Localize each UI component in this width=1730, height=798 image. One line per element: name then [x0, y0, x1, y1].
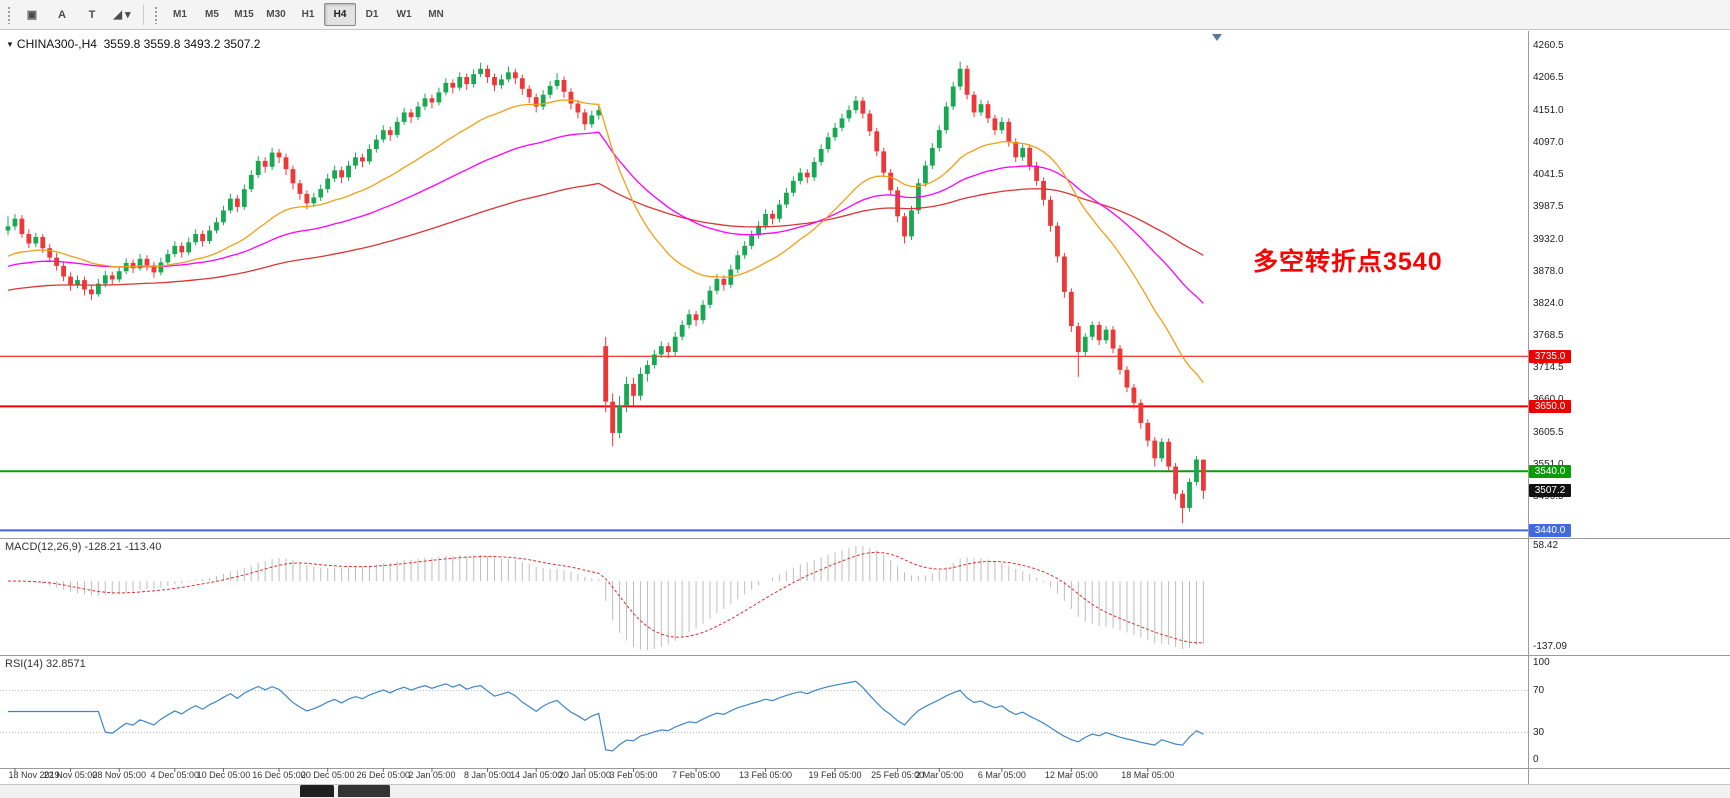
- chart-shift-marker-icon[interactable]: [1212, 34, 1222, 41]
- y-axis-tick: 3987.5: [1533, 201, 1564, 213]
- toolbar-grip[interactable]: [154, 5, 159, 24]
- time-axis-label: 18 Nov 2019: [8, 770, 60, 780]
- timeframe-d1[interactable]: D1: [365, 9, 379, 20]
- time-axis-label: 16 Dec 05:00: [252, 770, 306, 780]
- y-axis-tick: 4151.0: [1533, 104, 1564, 116]
- price-level-tag: 3540.0: [1529, 464, 1571, 478]
- y-axis-tick: 4260.5: [1533, 40, 1564, 52]
- rsi-axis-tick: 70: [1533, 684, 1545, 696]
- time-axis-label: 12 Mar 05:00: [1044, 770, 1098, 780]
- time-axis-label: 20 Dec 05:00: [300, 770, 355, 780]
- rsi-indicator-label: RSI(14) 32.8571: [5, 658, 86, 670]
- time-axis-label: 22 Nov 05:00: [43, 770, 98, 780]
- price-level-tag: 3440.0: [1529, 523, 1571, 537]
- timeframe-h1[interactable]: H1: [301, 9, 315, 20]
- rsi-axis-tick: 30: [1533, 726, 1545, 738]
- time-axis-label: 7 Feb 05:00: [672, 770, 721, 780]
- macd-axis-min: -137.09: [1533, 641, 1567, 652]
- time-axis-label: 19 Feb 05:00: [808, 770, 862, 780]
- timeframe-h4[interactable]: H4: [324, 3, 356, 26]
- symbol-ohlc: 3559.8 3559.8 3493.2 3507.2: [103, 37, 261, 51]
- timeframe-m1[interactable]: M1: [173, 9, 187, 20]
- time-axis-label: 26 Dec 05:00: [356, 770, 411, 780]
- rsi-axis-tick: 0: [1533, 754, 1539, 765]
- y-axis-tick: 4097.0: [1533, 136, 1564, 148]
- chart-symbol-label: ▼ CHINA300-,H4 3559.8 3559.8 3493.2 3507.…: [6, 37, 260, 51]
- timeframe-m5[interactable]: M5: [205, 9, 219, 20]
- drawing-tools-group: ▣ A T ◢ ▾: [17, 3, 137, 27]
- timeframes-group: M1 M5 M15 M30 H1 H4 D1 W1 MN: [164, 3, 452, 26]
- bottom-tab[interactable]: [300, 785, 334, 797]
- time-axis-label: 3 Feb 05:00: [609, 770, 658, 780]
- time-axis-label: 28 Nov 05:00: [92, 770, 146, 780]
- price-level-tag: 3650.0: [1529, 399, 1571, 413]
- y-axis-tick: 4041.5: [1533, 169, 1564, 181]
- timeframe-w1[interactable]: W1: [396, 9, 412, 20]
- y-axis-tick: 3878.0: [1533, 265, 1564, 277]
- y-axis-tick: 3605.5: [1533, 426, 1564, 438]
- time-axis-label: 13 Feb 05:00: [739, 770, 793, 780]
- symbol-dropdown-icon[interactable]: ▼: [6, 40, 14, 49]
- time-axis-label: 8 Jan 05:00: [464, 770, 512, 780]
- bottom-tab[interactable]: [338, 785, 390, 797]
- y-axis-tick: 3932.0: [1533, 233, 1564, 245]
- text-tool[interactable]: T: [88, 8, 96, 21]
- macd-axis-max: 58.42: [1533, 540, 1559, 551]
- macd-indicator-label: MACD(12,26,9) -128.21 -113.40: [5, 541, 162, 553]
- time-axis-label: 6 Mar 05:00: [977, 770, 1026, 780]
- shapes-tool[interactable]: ◢ ▾: [113, 8, 131, 21]
- chart-annotation: 多空转折点3540: [1253, 248, 1443, 276]
- symbol-name: CHINA300-,H4: [16, 37, 97, 51]
- y-axis-tick: 4206.5: [1533, 71, 1564, 83]
- chart-window-icon[interactable]: ▣: [26, 8, 38, 21]
- bottom-bar: [0, 784, 1730, 798]
- time-axis-label: 25 Feb 05:00: [871, 770, 925, 780]
- toolbar-separator: [143, 4, 144, 25]
- time-axis-label: 2 Mar 05:00: [915, 770, 964, 780]
- toolbar-grip[interactable]: [7, 5, 12, 24]
- time-axis-label: 20 Jan 05:00: [558, 770, 611, 780]
- text-label-tool[interactable]: A: [58, 8, 66, 21]
- timeframe-m30[interactable]: M30: [266, 9, 286, 20]
- rsi-axis-tick: 100: [1533, 657, 1550, 668]
- timeframe-m15[interactable]: M15: [234, 9, 254, 20]
- time-axis-label: 4 Dec 05:00: [150, 770, 200, 780]
- time-axis-label: 10 Dec 05:00: [196, 770, 251, 780]
- timeframe-mn[interactable]: MN: [428, 9, 444, 20]
- price-level-tag: 3735.0: [1529, 349, 1571, 363]
- y-axis-tick: 3824.0: [1533, 297, 1564, 309]
- last-price-tag: 3507.2: [1529, 484, 1571, 498]
- top-toolbar: ▣ A T ◢ ▾ M1 M5 M15 M30 H1 H4 D1 W1 MN: [0, 0, 1730, 30]
- time-axis-label: 14 Jan 05:00: [510, 770, 563, 780]
- y-axis-tick: 3551.0: [1533, 459, 1564, 471]
- time-axis-label: 2 Jan 05:00: [408, 770, 456, 780]
- time-axis-label: 18 Mar 05:00: [1121, 770, 1175, 780]
- y-axis-tick: 3768.5: [1533, 330, 1564, 342]
- y-axis-tick: 3714.5: [1533, 362, 1564, 374]
